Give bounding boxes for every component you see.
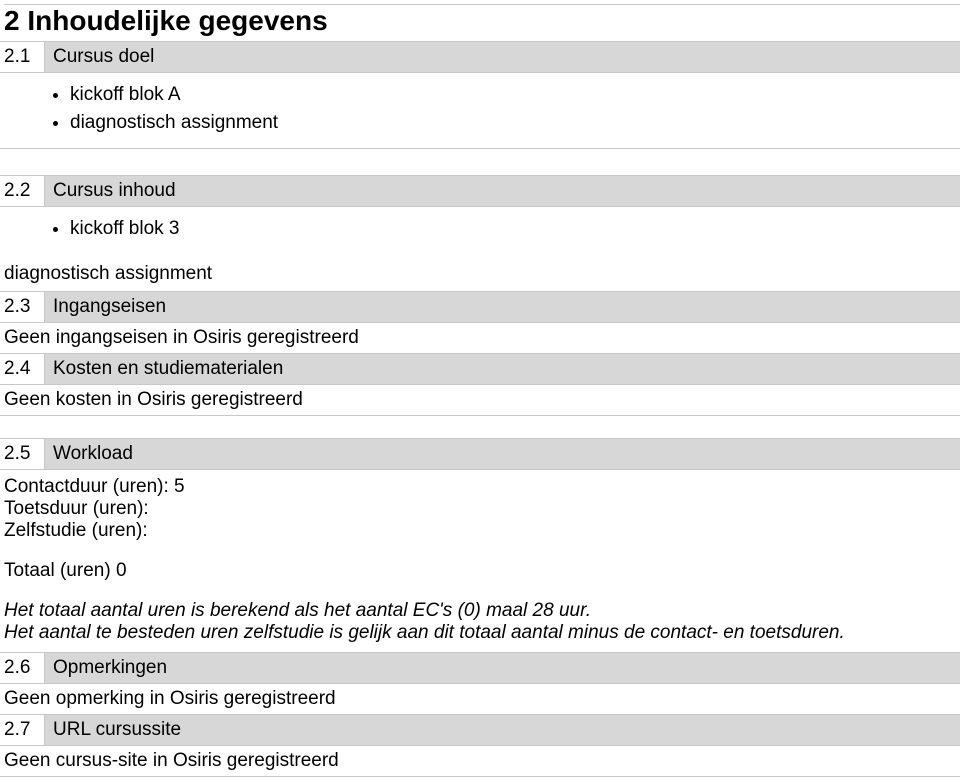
section-label: URL cursussite xyxy=(45,715,960,745)
content-text-2-6: Geen opmerking in Osiris geregistreerd xyxy=(0,683,960,714)
workload-contact: Contactduur (uren): 5 xyxy=(4,476,956,498)
section-number: 2.7 xyxy=(0,715,45,745)
content-text-2-3: Geen ingangseisen in Osiris geregistreer… xyxy=(0,322,960,353)
section-label: Cursus doel xyxy=(45,42,960,72)
content-text-2-4: Geen kosten in Osiris geregistreerd xyxy=(0,384,960,416)
workload-calc-note: Het totaal aantal uren is berekend als h… xyxy=(4,600,956,622)
spacer xyxy=(0,416,960,438)
bullet-list-2-1: kickoff blok A diagnostisch assignment xyxy=(70,81,960,136)
document-container: 2 Inhoudelijke gegevens 2.1 Cursus doel … xyxy=(0,4,960,777)
content-2-1: kickoff blok A diagnostisch assignment xyxy=(0,72,960,148)
section-number: 2.4 xyxy=(0,354,45,384)
section-row-2-2: 2.2 Cursus inhoud xyxy=(0,175,960,206)
main-heading: 2 Inhoudelijke gegevens xyxy=(4,4,960,37)
section-label: Opmerkingen xyxy=(45,653,960,683)
list-item: kickoff blok A xyxy=(70,81,960,109)
section-row-2-1: 2.1 Cursus doel xyxy=(0,41,960,72)
section-number: 2.1 xyxy=(0,42,45,72)
list-item: diagnostisch assignment xyxy=(70,109,960,137)
list-item: kickoff blok 3 xyxy=(70,215,960,243)
section-label: Ingangseisen xyxy=(45,292,960,322)
section-number: 2.3 xyxy=(0,292,45,322)
section-row-2-6: 2.6 Opmerkingen xyxy=(0,653,960,683)
workload-totaal: Totaal (uren) 0 xyxy=(4,560,956,582)
content-text-2-2: diagnostisch assignment xyxy=(0,249,960,291)
content-2-2: kickoff blok 3 xyxy=(0,206,960,249)
section-row-2-5: 2.5 Workload xyxy=(0,438,960,469)
spacer xyxy=(0,148,960,175)
bullet-list-2-2: kickoff blok 3 xyxy=(70,215,960,243)
section-row-2-7: 2.7 URL cursussite xyxy=(0,714,960,745)
section-label: Cursus inhoud xyxy=(45,176,960,206)
workload-toets: Toetsduur (uren): xyxy=(4,498,956,520)
section-number: 2.5 xyxy=(0,439,45,469)
section-number: 2.2 xyxy=(0,176,45,206)
workload-minus-note: Het aantal te besteden uren zelfstudie i… xyxy=(4,622,956,644)
section-label: Workload xyxy=(45,439,960,469)
workload-zelf: Zelfstudie (uren): xyxy=(4,520,956,542)
content-text-2-7: Geen cursus-site in Osiris geregistreerd xyxy=(0,745,960,777)
section-row-2-3: 2.3 Ingangseisen xyxy=(0,291,960,322)
content-2-5: Contactduur (uren): 5 Toetsduur (uren): … xyxy=(0,469,960,653)
section-row-2-4: 2.4 Kosten en studiematerialen xyxy=(0,353,960,384)
section-number: 2.6 xyxy=(0,653,45,683)
section-label: Kosten en studiematerialen xyxy=(45,354,960,384)
